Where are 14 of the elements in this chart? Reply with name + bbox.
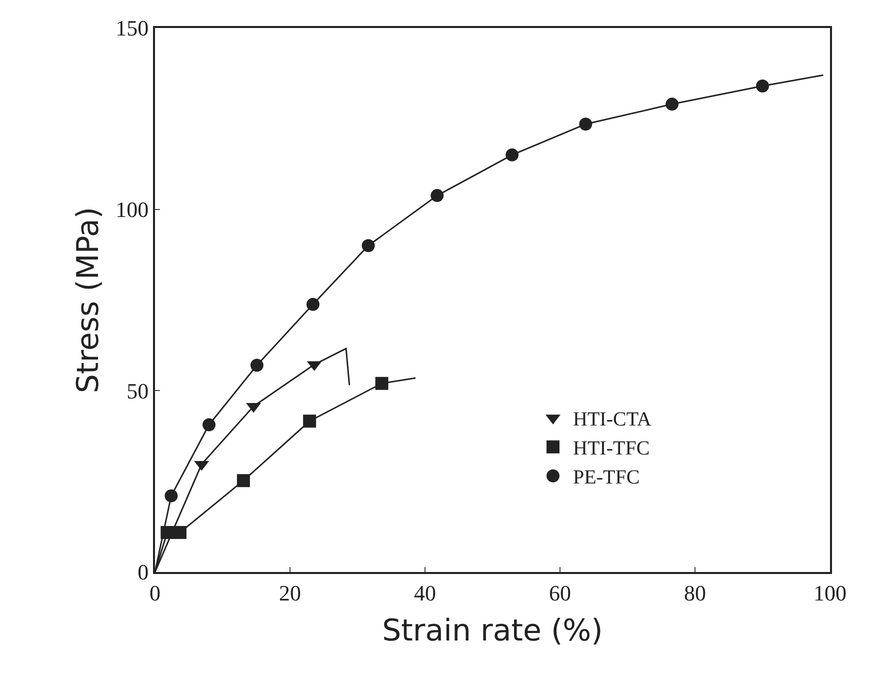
y-tick-label: 0 [138, 560, 149, 585]
legend-label: PE-TFC [573, 466, 640, 489]
y-tick-label: 100 [116, 197, 149, 222]
x-tick-label: 20 [279, 580, 301, 606]
x-tick-label: 80 [684, 580, 706, 606]
x-tick-label: 40 [414, 580, 436, 606]
x-tick-label: 60 [549, 580, 571, 606]
legend-label: HTI-CTA [573, 408, 652, 431]
legend-label: HTI-TFC [573, 438, 650, 460]
x-tick-label: 100 [814, 580, 846, 606]
y-tick-label: 150 [116, 16, 149, 41]
y-axis-title: Stress (MPa) [71, 206, 106, 394]
y-tick-label: 50 [126, 378, 149, 404]
x-axis-title: Strain rate (%) [382, 613, 603, 648]
